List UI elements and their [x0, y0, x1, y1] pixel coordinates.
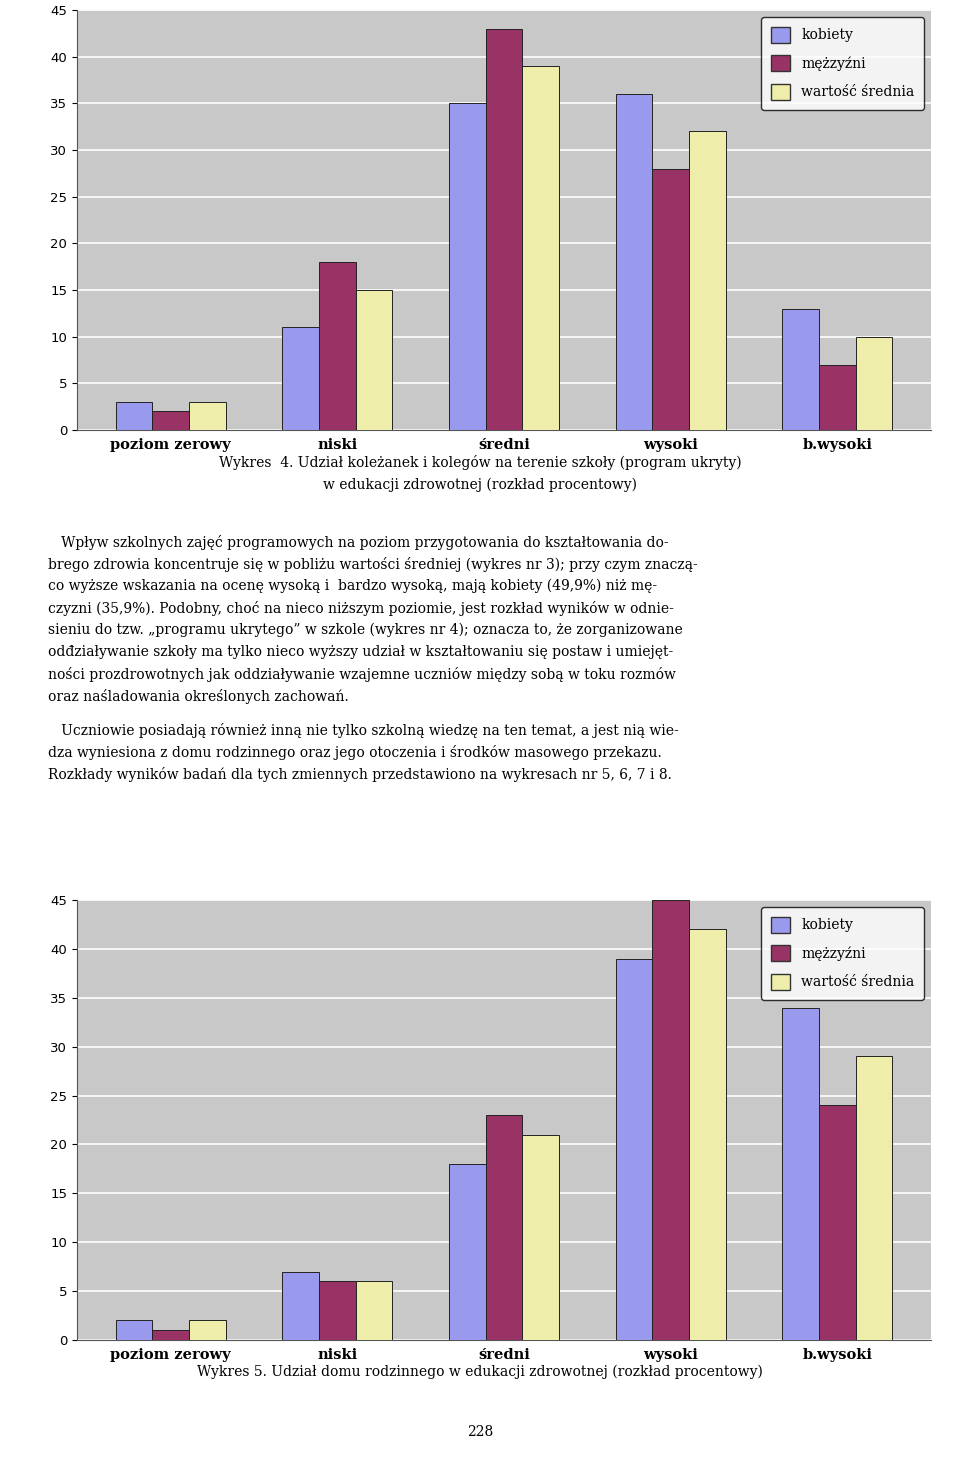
Bar [355, 290, 393, 430]
Text: czyzni (35,9%). Podobny, choć na nieco niższym poziomie, jest rozkład wyników w : czyzni (35,9%). Podobny, choć na nieco n… [48, 600, 674, 616]
Bar [782, 1008, 819, 1340]
Bar [449, 1164, 486, 1340]
Bar [115, 1320, 153, 1340]
Bar [189, 402, 226, 430]
Bar [615, 959, 653, 1340]
Bar [689, 930, 726, 1340]
Bar [819, 364, 855, 430]
Bar [355, 1281, 393, 1340]
Bar [615, 95, 653, 430]
Text: co wyższe wskazania na ocenę wysoką i  bardzo wysoką, mają kobiety (49,9%) niż m: co wyższe wskazania na ocenę wysoką i ba… [48, 578, 658, 593]
Text: dza wyniesiona z domu rodzinnego oraz jego otoczenia i środków masowego przekazu: dza wyniesiona z domu rodzinnego oraz je… [48, 745, 661, 761]
Bar [282, 1272, 319, 1340]
Text: sieniu do tzw. „programu ukrytego” w szkole (wykres nr 4); oznacza to, że zorgan: sieniu do tzw. „programu ukrytego” w szk… [48, 624, 683, 637]
Bar [319, 262, 355, 430]
Bar [486, 1115, 522, 1340]
Bar [486, 29, 522, 430]
Bar [855, 1056, 893, 1340]
Text: 228: 228 [467, 1425, 493, 1440]
Bar [153, 1330, 189, 1340]
Text: Uczniowie posiadają również inną nie tylko szkolną wiedzę na ten temat, a jest n: Uczniowie posiadają również inną nie tyl… [48, 723, 679, 739]
Text: odđziaływanie szkoły ma tylko nieco wyższy udział w kształtowaniu się postaw i u: odđziaływanie szkoły ma tylko nieco wyżs… [48, 645, 673, 659]
Text: Rozkłady wyników badań dla tych zmiennych przedstawiono na wykresach nr 5, 6, 7 : Rozkłady wyników badań dla tych zmiennyc… [48, 766, 672, 782]
Legend: kobiety, mężzyźni, wartość średnia: kobiety, mężzyźni, wartość średnia [761, 17, 924, 109]
Text: w edukacji zdrowotnej (rozkład procentowy): w edukacji zdrowotnej (rozkład procentow… [323, 478, 637, 492]
Text: ności prozdrowotnych jak oddziaływanie wzajemne uczniów między sobą w toku rozmó: ności prozdrowotnych jak oddziaływanie w… [48, 667, 676, 682]
Bar [653, 900, 689, 1340]
Bar [653, 169, 689, 430]
Bar [153, 411, 189, 430]
Bar [319, 1281, 355, 1340]
Bar [189, 1320, 226, 1340]
Bar [449, 103, 486, 430]
Bar [819, 1106, 855, 1340]
Bar [689, 131, 726, 430]
Text: brego zdrowia koncentruje się w pobliżu wartości średniej (wykres nr 3); przy cz: brego zdrowia koncentruje się w pobliżu … [48, 557, 698, 573]
Text: Wykres 5. Udział domu rodzinnego w edukacji zdrowotnej (rozkład procentowy): Wykres 5. Udział domu rodzinnego w eduka… [197, 1365, 763, 1380]
Text: Wpływ szkolnych zajęć programowych na poziom przygotowania do kształtowania do-: Wpływ szkolnych zajęć programowych na po… [48, 535, 668, 549]
Bar [855, 337, 893, 430]
Bar [522, 1135, 559, 1340]
Bar [115, 402, 153, 430]
Bar [782, 309, 819, 430]
Text: oraz naśladowania określonych zachowań.: oraz naśladowania określonych zachowań. [48, 689, 348, 704]
Bar [522, 66, 559, 430]
Legend: kobiety, mężzyźni, wartość średnia: kobiety, mężzyźni, wartość średnia [761, 906, 924, 1000]
Text: Wykres  4. Udział koleżanek i kolegów na terenie szkoły (program ukryty): Wykres 4. Udział koleżanek i kolegów na … [219, 455, 741, 471]
Bar [282, 328, 319, 430]
